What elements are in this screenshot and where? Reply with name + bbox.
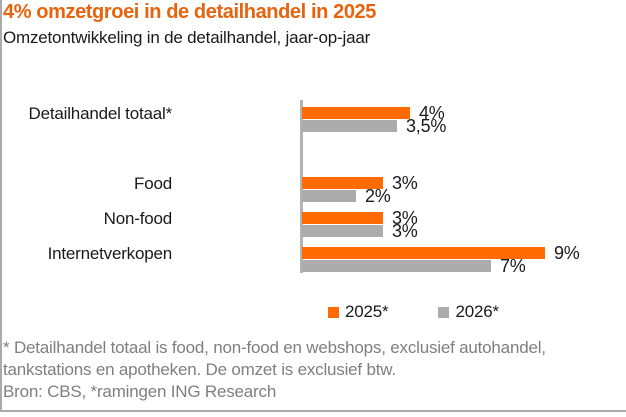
- category-label: Non-food: [103, 209, 173, 228]
- bar-2025: [302, 247, 545, 259]
- axis-line: [300, 100, 303, 273]
- bar-2026: [302, 190, 356, 202]
- bar-2025: [302, 107, 410, 119]
- legend-swatch-icon: [438, 306, 450, 318]
- legend-label: 2026*: [455, 302, 499, 321]
- footnote-text: * Detailhandel totaal is food, non-food …: [3, 338, 546, 379]
- value-label: 3%: [392, 221, 418, 241]
- source-text: Bron: CBS, *ramingen ING Research: [3, 382, 277, 401]
- chart-subtitle: Omzetontwikkeling in de detailhandel, ja…: [3, 28, 371, 47]
- bar-2026: [302, 260, 491, 272]
- legend-label: 2025*: [345, 302, 389, 321]
- footnotes: * Detailhandel totaal is food, non-food …: [3, 337, 595, 403]
- chart-title: 4% omzetgroei in de detailhandel in 2025: [3, 1, 376, 23]
- value-label: 3,5%: [406, 116, 447, 136]
- bar-2025: [302, 177, 383, 189]
- bar-2026: [302, 120, 397, 132]
- value-label: 3%: [392, 208, 418, 228]
- bar-2026: [302, 225, 383, 237]
- category-label: Internetverkopen: [47, 244, 173, 263]
- value-label: 7%: [500, 256, 526, 276]
- value-label: 2%: [365, 186, 391, 206]
- legend-item-2026: 2026*: [438, 302, 499, 322]
- bar-2025: [302, 212, 383, 224]
- value-label: 9%: [554, 243, 580, 263]
- bar-chart: Detailhandel totaal* 4% 3,5% Food 3% 2% Non-fo…: [0, 95, 626, 285]
- legend-item-2025: 2025*: [328, 302, 389, 322]
- category-label: Detailhandel totaal*: [28, 104, 173, 123]
- bottom-border-line: [0, 410, 626, 412]
- legend: 2025* 2026*: [328, 302, 499, 322]
- value-label: 4%: [419, 103, 445, 123]
- left-border-line: [0, 0, 2, 412]
- legend-swatch-icon: [328, 306, 339, 318]
- value-label: 3%: [392, 173, 418, 193]
- category-label: Food: [134, 174, 172, 193]
